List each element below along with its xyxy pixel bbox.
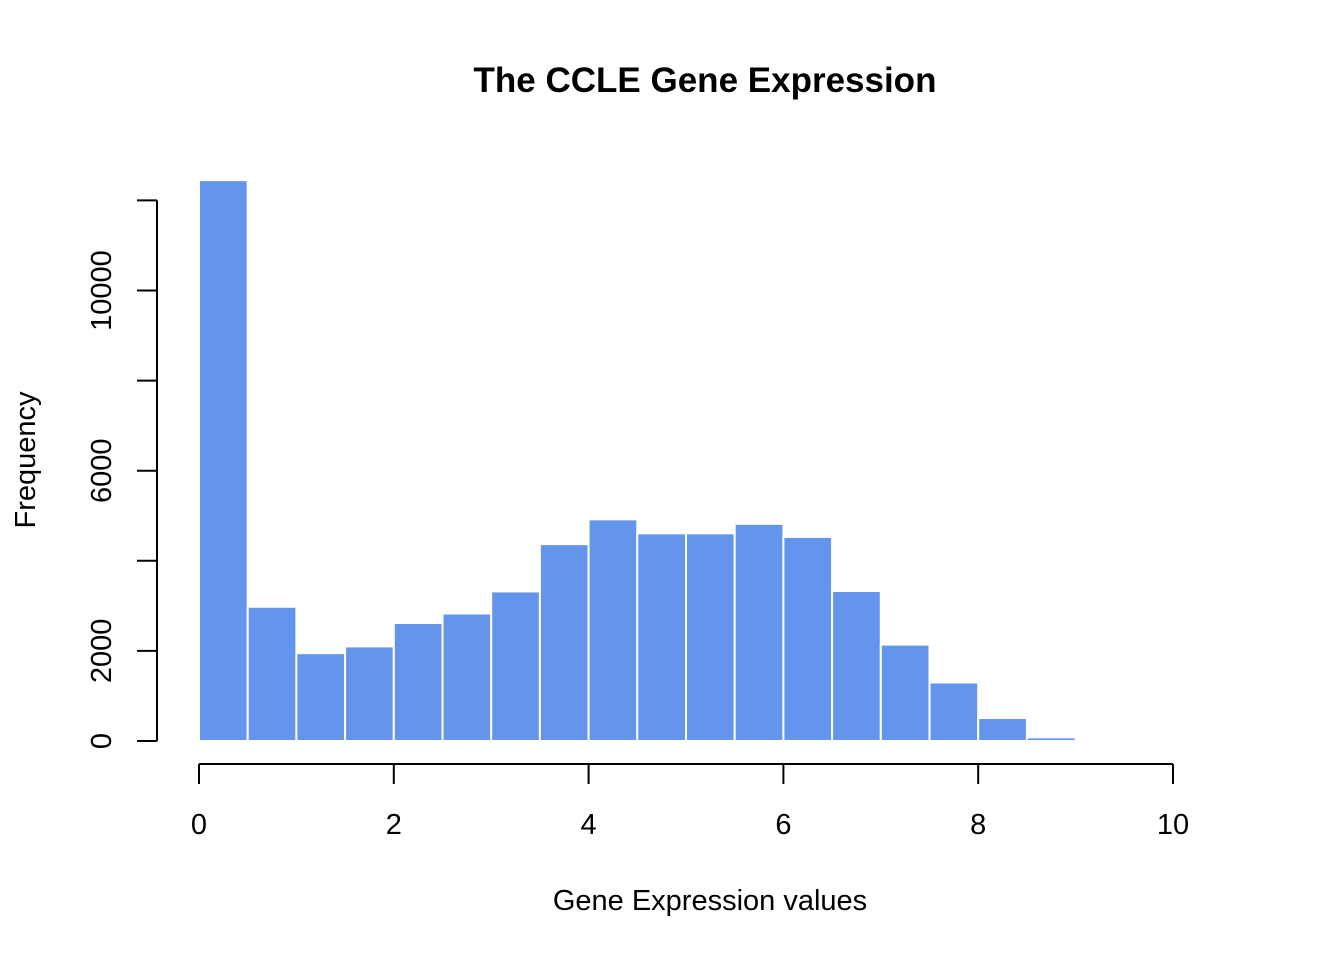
x-axis: 0 2 4 6 8 10: [191, 763, 1189, 841]
histogram-bar: [246, 605, 298, 742]
histogram-bar: [782, 535, 834, 743]
histogram-bar: [441, 612, 493, 742]
histogram-bar: [636, 532, 687, 743]
histogram-bar: [685, 532, 736, 743]
histogram-bar: [392, 621, 444, 742]
histogram-bar: [295, 652, 347, 743]
histogram-bar: [977, 717, 1028, 742]
y-tick-label: 6000: [86, 438, 118, 503]
histogram-bar: [198, 179, 249, 742]
x-tick-label: 0: [191, 809, 207, 841]
histogram-bar: [831, 589, 882, 743]
y-axis: 0 2000 6000 10000: [86, 199, 158, 749]
histogram-bar: [587, 518, 639, 742]
histogram-bar: [733, 522, 785, 743]
bars-group: [198, 179, 1077, 743]
y-tick-label: 0: [86, 733, 118, 749]
x-axis-label: Gene Expression values: [553, 885, 867, 917]
y-tick-label: 10000: [86, 250, 118, 331]
histogram-bar: [879, 643, 931, 743]
histogram-bar: [344, 645, 395, 743]
x-tick-label: 8: [970, 809, 986, 841]
x-tick-label: 6: [775, 809, 791, 841]
histogram-bar: [538, 543, 590, 742]
y-tick-label: 2000: [86, 619, 118, 684]
x-tick-label: 2: [386, 809, 402, 841]
histogram-bar: [1025, 736, 1077, 742]
y-axis-label: Frequency: [10, 391, 42, 529]
x-tick-label: 10: [1157, 809, 1189, 841]
chart-title: The CCLE Gene Expression: [474, 61, 937, 100]
histogram-bar: [928, 681, 980, 742]
x-tick-label: 4: [581, 809, 597, 841]
histogram-bar: [490, 590, 541, 743]
